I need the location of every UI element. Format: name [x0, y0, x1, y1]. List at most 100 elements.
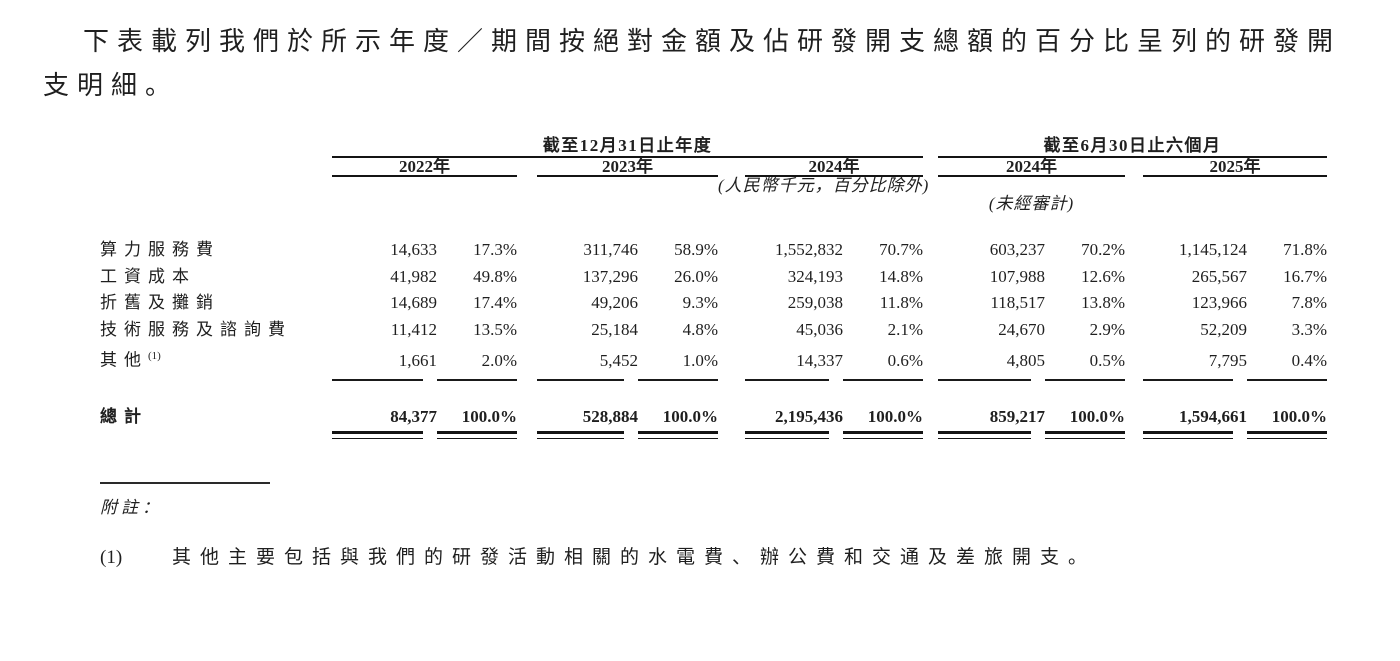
cell-value: 7.8% — [1291, 293, 1328, 312]
intro-paragraph: 下表載列我們於所示年度／期間按絕對金額及佔研發開支總額的百分比呈列的研發開 支明… — [0, 0, 1400, 108]
cell-value: 17.4% — [473, 293, 517, 312]
table-row-tech-service: 技術服務及諮詢費 11,412 13.5% 25,184 4.8% 45,036… — [100, 317, 1327, 344]
cell-value: 1,661 — [398, 350, 437, 370]
total-value: 84,377 — [390, 407, 437, 427]
group-header-six-months: 截至6月30日止六個月 — [938, 136, 1328, 158]
table-row-computing-power: 算力服務費 14,633 17.3% 311,746 58.9% 1,552,8… — [100, 237, 1327, 264]
intro-line-1: 下表載列我們於所示年度／期間按絕對金額及佔研發開支總額的百分比呈列的研發開 — [83, 27, 1342, 56]
cell-value: 41,982 — [390, 266, 437, 286]
total-value: 1,594,661 — [1179, 407, 1247, 427]
units-note: (人民幣千元，百分比除外) — [718, 176, 930, 195]
total-value: 100.0% — [1069, 407, 1125, 427]
cell-value: 70.7% — [879, 240, 923, 259]
double-rule — [1045, 431, 1125, 440]
cell-value: 12.6% — [1081, 266, 1125, 286]
cell-value: 71.8% — [1283, 240, 1328, 259]
cell-value: 9.3% — [682, 293, 718, 312]
footnote-text: 其他主要包括與我們的研發活動相關的水電費、辦公費和交通及差旅開支。 — [172, 547, 1097, 569]
row-label: 折舊及攤銷 — [100, 293, 220, 312]
double-rule — [1247, 431, 1328, 440]
cell-value: 265,567 — [1191, 266, 1247, 286]
cell-value: 123,966 — [1191, 293, 1247, 312]
row-label: 工資成本 — [100, 266, 196, 286]
cell-value: 70.2% — [1081, 240, 1125, 259]
table-row-total: 總計 84,377 100.0% 528,884 100.0% 2,195,43… — [100, 388, 1327, 427]
cell-value: 13.8% — [1081, 293, 1125, 312]
column-rule — [437, 379, 517, 382]
column-rule — [638, 379, 718, 382]
total-value: 100.0% — [867, 407, 923, 427]
cell-value: 1.0% — [682, 350, 718, 370]
cell-value: 1,145,124 — [1179, 240, 1247, 259]
table-row-others: 其他(1) 1,661 2.0% 5,452 1.0% 14,337 0.6% … — [100, 343, 1327, 374]
total-value: 528,884 — [582, 407, 638, 427]
column-rule — [537, 379, 624, 382]
double-rule — [938, 431, 1031, 440]
total-double-rule-row — [100, 427, 1328, 447]
double-rule — [437, 431, 517, 440]
cell-value: 5,452 — [599, 350, 638, 370]
group-header-row: 截至12月31日止年度 截至6月30日止六個月 — [100, 136, 1328, 158]
cell-value: 603,237 — [989, 240, 1045, 259]
double-rule — [745, 431, 829, 440]
cell-value: 14,337 — [796, 350, 843, 370]
cell-value: 45,036 — [796, 319, 843, 339]
footnote-item: (1) 其他主要包括與我們的研發活動相關的水電費、辦公費和交通及差旅開支。 — [100, 543, 1400, 573]
table-row-depreciation: 折舊及攤銷 14,689 17.4% 49,206 9.3% 259,038 1… — [100, 290, 1327, 317]
year-header-2024-6m: 2024年 — [938, 157, 1125, 177]
cell-value: 0.6% — [887, 350, 923, 370]
cell-value: 137,296 — [582, 266, 638, 286]
double-rule — [537, 431, 624, 440]
cell-value: 1,552,832 — [775, 240, 843, 259]
cell-value: 118,517 — [990, 293, 1045, 312]
total-value: 100.0% — [662, 407, 718, 427]
cell-value: 2.1% — [887, 319, 923, 339]
footnote-separator — [100, 482, 270, 485]
cell-value: 17.3% — [473, 240, 517, 259]
cell-value: 4,805 — [1006, 350, 1045, 370]
group-header-fiscal-years: 截至12月31日止年度 — [332, 136, 923, 158]
total-value: 2,195,436 — [775, 407, 843, 427]
total-value: 859,217 — [989, 407, 1045, 427]
cell-value: 7,795 — [1208, 350, 1247, 370]
year-header-2025-6m: 2025年 — [1143, 157, 1328, 177]
cell-value: 49.8% — [473, 266, 517, 286]
total-value: 100.0% — [461, 407, 517, 427]
cell-value: 259,038 — [787, 293, 843, 312]
column-rule — [745, 379, 829, 382]
column-rule — [1247, 379, 1328, 382]
row-label: 算力服務費 — [100, 240, 220, 259]
cell-value: 49,206 — [591, 293, 638, 312]
column-rule — [938, 379, 1031, 382]
cell-value: 311,746 — [583, 240, 638, 259]
column-rule — [843, 379, 923, 382]
column-rule — [1143, 379, 1233, 382]
cell-value: 0.4% — [1291, 350, 1328, 370]
cell-value: 14,633 — [390, 240, 437, 259]
cell-value: 0.5% — [1089, 350, 1125, 370]
cell-value: 11,412 — [390, 319, 437, 339]
cell-value: 52,209 — [1200, 319, 1247, 339]
cell-value: 58.9% — [674, 240, 718, 259]
double-rule — [843, 431, 923, 440]
rd-expense-table: 截至12月31日止年度 截至6月30日止六個月 2022年 2023年 2024… — [100, 136, 1328, 447]
units-note-row: (人民幣千元，百分比除外) — [100, 176, 1327, 195]
unaudited-note: (未經審計) — [988, 194, 1075, 213]
cell-value: 3.3% — [1291, 319, 1328, 339]
total-label: 總計 — [100, 407, 148, 427]
subtotal-rule-row — [100, 374, 1328, 388]
cell-value: 107,988 — [989, 266, 1045, 286]
cell-value: 13.5% — [473, 319, 517, 339]
cell-value: 25,184 — [591, 319, 638, 339]
double-rule — [638, 431, 718, 440]
unaudited-note-row: (未經審計) — [100, 195, 1327, 213]
cell-value: 24,670 — [998, 319, 1045, 339]
cell-value: 14.8% — [879, 266, 923, 286]
cell-value: 16.7% — [1283, 266, 1328, 286]
total-value: 100.0% — [1271, 407, 1328, 427]
intro-line-2: 支明細。 — [43, 71, 180, 100]
cell-value: 11.8% — [879, 293, 923, 312]
row-label: 技術服務及諮詢費 — [100, 319, 292, 339]
year-header-2023: 2023年 — [537, 157, 718, 177]
